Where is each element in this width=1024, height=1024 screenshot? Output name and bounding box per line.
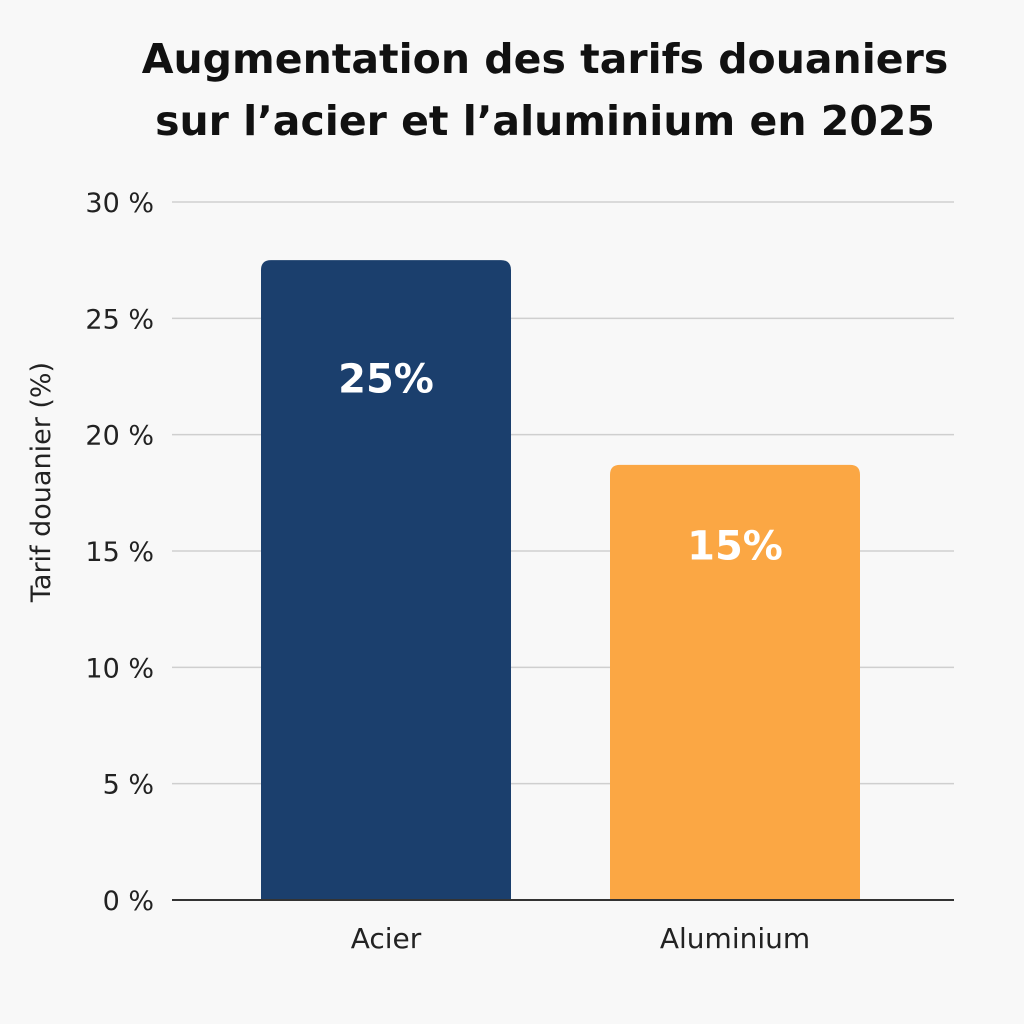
data-label-acier: 25% xyxy=(338,357,434,403)
bar-aluminium xyxy=(610,464,860,900)
category-label-aluminium: Aluminium xyxy=(660,922,810,955)
y-axis-ticks: 0 % 5 % 10 % 15 % 20 % 25 % 30 % xyxy=(85,188,154,917)
chart-title: Augmentation des tarifs douaniers sur l’… xyxy=(110,28,980,152)
data-label-aluminium: 15% xyxy=(687,523,783,569)
bars: 25% 15% xyxy=(261,260,860,901)
chart-title-line-1: Augmentation des tarifs douaniers xyxy=(141,35,949,83)
bar-acier xyxy=(261,260,511,901)
y-tick-label: 30 % xyxy=(85,188,154,219)
y-tick-label: 10 % xyxy=(85,653,154,684)
category-label-acier: Acier xyxy=(351,922,422,955)
chart-title-line-2: sur l’acier et l’aluminium en 2025 xyxy=(155,97,935,145)
y-tick-label: 0 % xyxy=(103,886,154,917)
y-tick-label: 5 % xyxy=(103,770,154,801)
category-labels: Acier Aluminium xyxy=(351,922,810,955)
y-tick-label: 15 % xyxy=(85,537,154,568)
y-tick-label: 20 % xyxy=(85,421,154,452)
y-axis-label: Tarif douanier (%) xyxy=(26,362,57,603)
y-tick-label: 25 % xyxy=(85,304,154,335)
